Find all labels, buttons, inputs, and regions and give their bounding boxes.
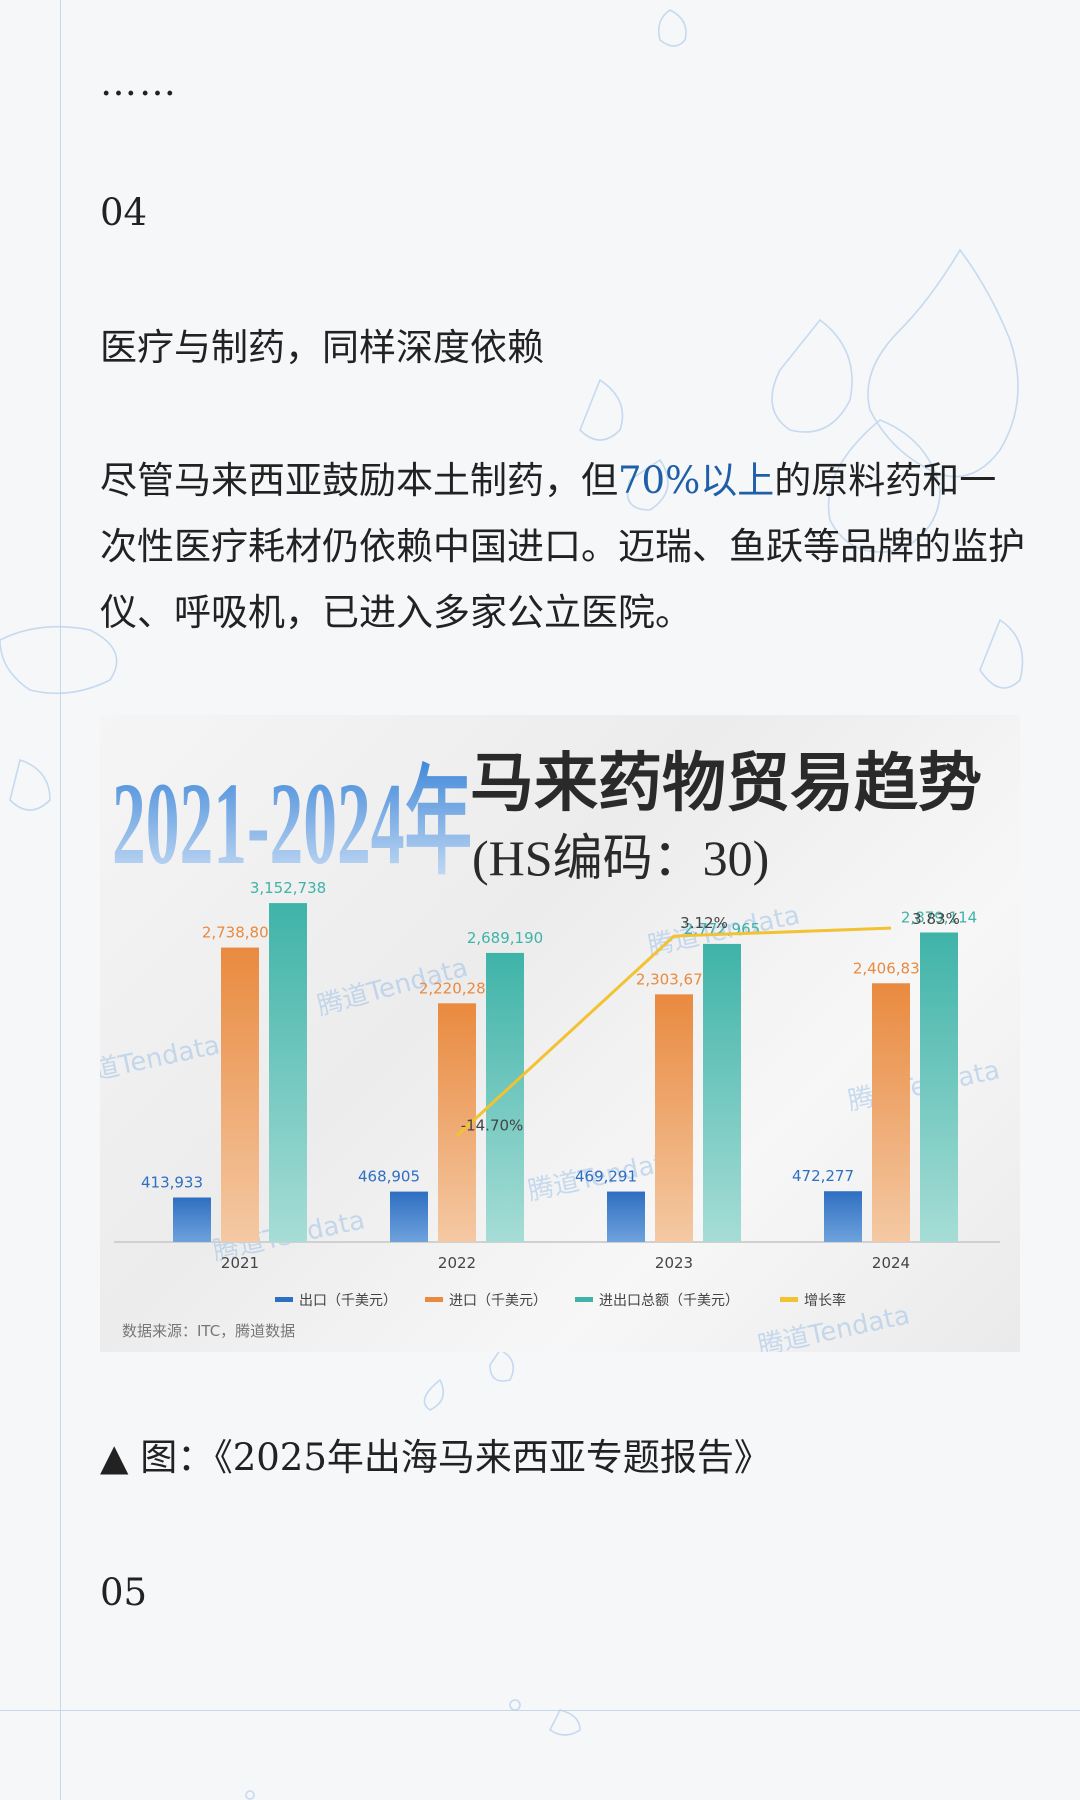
x-tick-label: 2023 <box>655 1254 693 1272</box>
legend-label: 增长率 <box>804 1292 846 1309</box>
legend-label: 进出口总额（千美元） <box>599 1293 739 1309</box>
chart-title-years: 2021-2024年 <box>112 758 472 889</box>
data-label: 2,303,674 <box>636 970 712 988</box>
bar-import-2023 <box>655 994 693 1242</box>
data-label: 2,738,805 <box>202 924 278 942</box>
legend-label: 出口（千美元） <box>299 1293 397 1309</box>
data-label: 413,933 <box>141 1174 203 1192</box>
section-heading: 医疗与制药，同样深度依赖 <box>100 326 544 369</box>
para-highlight: 70%以上 <box>618 459 775 502</box>
para-text-2: 的原料药和一次性医疗耗材仍依赖中国进口。迈瑞、鱼跃等品牌的监护仪、呼吸机，已进入… <box>100 459 1025 634</box>
margin-line-vertical <box>60 0 61 1800</box>
chart-title-main: 马来药物贸易趋势 <box>470 746 982 821</box>
data-label: 2,220,285 <box>419 979 495 997</box>
growth-rate-label: -14.70% <box>461 1117 524 1135</box>
data-label: 469,291 <box>575 1168 637 1186</box>
data-label: 468,905 <box>358 1168 420 1186</box>
figure-caption: ▲ 图：《2025年出海马来西亚专题报告》 <box>100 1436 771 1479</box>
legend-swatch <box>425 1297 443 1302</box>
bar-export-2024 <box>824 1191 862 1242</box>
data-label: 2,689,190 <box>467 929 543 947</box>
bar-export-2021 <box>173 1197 211 1242</box>
bar-export-2022 <box>390 1191 428 1242</box>
bar-total-2021 <box>269 903 307 1242</box>
bar-import-2024 <box>872 983 910 1242</box>
bar-total-2023 <box>703 943 741 1242</box>
data-label: 2,879,114 <box>901 908 977 926</box>
growth-rate-line <box>455 926 892 1137</box>
legend-swatch <box>575 1297 593 1302</box>
bar-import-2021 <box>221 947 259 1242</box>
growth-rate-label: 3.83% <box>912 910 960 928</box>
chart-card: 2021-2024年 马来药物贸易趋势 (HS编码：30) 腾道Tendata 腾… <box>100 715 1020 1352</box>
para-text-1: 尽管马来西亚鼓励本土制药，但 <box>100 459 618 502</box>
chart-source: 数据来源：ITC，腾道数据 <box>122 1322 295 1340</box>
bar-total-2022 <box>486 952 524 1242</box>
ellipsis-text: …… <box>100 61 178 104</box>
growth-rate-label: 3.12% <box>680 914 728 932</box>
x-tick-label: 2024 <box>872 1254 910 1272</box>
section-number-05: 05 <box>100 1571 148 1614</box>
bar-export-2023 <box>607 1191 645 1242</box>
bar-total-2024 <box>920 932 958 1242</box>
legend-swatch <box>780 1297 798 1302</box>
chart-subtitle: (HS编码：30) <box>472 830 769 886</box>
data-label: 2,406,837 <box>853 959 929 977</box>
margin-line-horizontal <box>0 1710 1080 1711</box>
legend-swatch <box>275 1297 293 1302</box>
body-paragraph: 尽管马来西亚鼓励本土制药，但70%以上的原料药和一次性医疗耗材仍依赖中国进口。迈… <box>100 448 1030 646</box>
x-tick-label: 2021 <box>221 1254 259 1272</box>
legend-label: 进口（千美元） <box>449 1293 547 1309</box>
x-tick-label: 2022 <box>438 1254 476 1272</box>
data-label: 472,277 <box>792 1167 854 1185</box>
watermark-text: 腾道Tendata <box>100 1030 223 1091</box>
section-number-04: 04 <box>100 191 148 234</box>
data-label: 3,152,738 <box>250 879 326 897</box>
trade-chart: 2021-2024年 马来药物贸易趋势 (HS编码：30) 腾道Tendata腾… <box>100 746 1003 1352</box>
